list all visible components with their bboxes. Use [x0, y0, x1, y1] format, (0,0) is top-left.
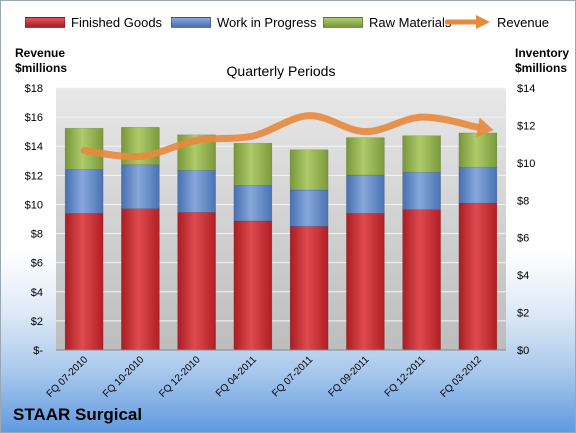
- left-axis-title-line2: $millions: [15, 61, 68, 75]
- left-tick-label: $14: [25, 141, 43, 153]
- bar-finished-goods: [121, 208, 160, 351]
- x-tick-label: FQ 07-2011: [270, 354, 315, 399]
- x-tick-label: FQ 04-2011: [214, 354, 259, 399]
- left-tick-label: $10: [25, 199, 43, 211]
- x-tick-label: FQ 07-2010: [45, 354, 91, 400]
- right-tick-label: $6: [517, 233, 529, 245]
- bar-finished-goods: [458, 202, 498, 351]
- bar-raw-materials: [458, 132, 498, 168]
- x-tick-label: FQ 12-2011: [383, 354, 428, 399]
- legend-item-finished-goods: Finished Goods: [25, 11, 162, 33]
- legend: Finished Goods Work in Progress Raw Mate…: [1, 11, 575, 33]
- left-axis-ticks: $- $2 $4 $6 $8 $10 $12 $14 $16 $18: [25, 83, 44, 357]
- x-tick-label: FQ 10-2010: [101, 354, 147, 400]
- bar-work-in-progress: [121, 164, 160, 210]
- left-tick-label: $4: [31, 287, 43, 299]
- bar-finished-goods: [346, 213, 385, 351]
- legend-label-raw-materials: Raw Materials: [369, 14, 452, 30]
- revenue-line-group: [80, 112, 494, 161]
- right-tick-label: $8: [517, 195, 529, 207]
- bar-raw-materials: [233, 142, 273, 186]
- bar-finished-goods: [233, 220, 273, 351]
- left-tick-label: $18: [25, 83, 43, 95]
- right-axis-ticks: $0 $2 $4 $6 $8 $10 $12 $14: [517, 83, 535, 357]
- left-tick-label: $12: [25, 170, 43, 182]
- legend-item-revenue: Revenue: [445, 11, 549, 33]
- x-tick-label: FQ 09-2011: [327, 354, 372, 399]
- left-axis-title: Revenue $millions: [15, 46, 67, 76]
- bar-work-in-progress: [64, 169, 104, 214]
- bar-work-in-progress: [177, 170, 216, 213]
- right-tick-label: $2: [517, 308, 529, 320]
- bar-work-in-progress: [402, 171, 441, 210]
- right-tick-label: $14: [517, 83, 535, 95]
- left-tick-label: $-: [33, 345, 43, 357]
- right-tick-label: $12: [517, 120, 535, 132]
- legend-label-finished-goods: Finished Goods: [71, 14, 163, 30]
- legend-swatch-work-in-progress: [171, 16, 211, 28]
- right-tick-label: $0: [517, 345, 529, 357]
- bar-finished-goods: [64, 213, 104, 351]
- x-tick-label: FQ 12-2010: [157, 354, 203, 400]
- bar-raw-materials: [289, 149, 329, 191]
- bar-finished-goods: [289, 226, 329, 351]
- left-tick-label: $16: [25, 112, 43, 124]
- bar-work-in-progress: [458, 167, 498, 204]
- company-name: STAAR Surgical: [13, 405, 143, 424]
- right-tick-label: $4: [517, 270, 529, 282]
- bar-finished-goods: [177, 212, 216, 351]
- legend-arrow-revenue: [445, 15, 490, 29]
- legend-item-work-in-progress: Work in Progress: [171, 11, 316, 33]
- legend-swatch-raw-materials: [323, 16, 363, 28]
- bar-raw-materials: [346, 137, 385, 176]
- legend-item-raw-materials: Raw Materials: [323, 11, 451, 33]
- bar-work-in-progress: [346, 174, 385, 214]
- bar-finished-goods: [402, 209, 441, 351]
- right-axis-title-line1: Inventory: [515, 46, 570, 60]
- x-tick-label: FQ 03-2012: [438, 354, 484, 400]
- right-axis-title-line2: $millions: [515, 61, 568, 75]
- legend-swatch-finished-goods: [25, 16, 65, 28]
- chart-title: Quarterly Periods: [227, 63, 336, 79]
- revenue-arrowhead: [476, 117, 494, 138]
- x-axis-ticks: FQ 07-2010 FQ 10-2010 FQ 12-2010 FQ 04-2011…: [45, 354, 485, 400]
- bar-raw-materials: [402, 135, 441, 173]
- legend-label-work-in-progress: Work in Progress: [217, 14, 317, 30]
- left-tick-label: $6: [31, 258, 43, 270]
- right-axis-title: Inventory $millions: [515, 46, 569, 76]
- right-tick-label: $10: [517, 158, 535, 170]
- revenue-line: [80, 112, 482, 161]
- legend-label-revenue: Revenue: [497, 14, 550, 30]
- bar-work-in-progress: [233, 185, 273, 222]
- bars-group: [64, 127, 498, 351]
- left-axis-title-line1: Revenue: [15, 46, 66, 60]
- left-tick-label: $8: [31, 229, 43, 241]
- left-tick-label: $2: [31, 316, 43, 328]
- bar-work-in-progress: [289, 189, 329, 227]
